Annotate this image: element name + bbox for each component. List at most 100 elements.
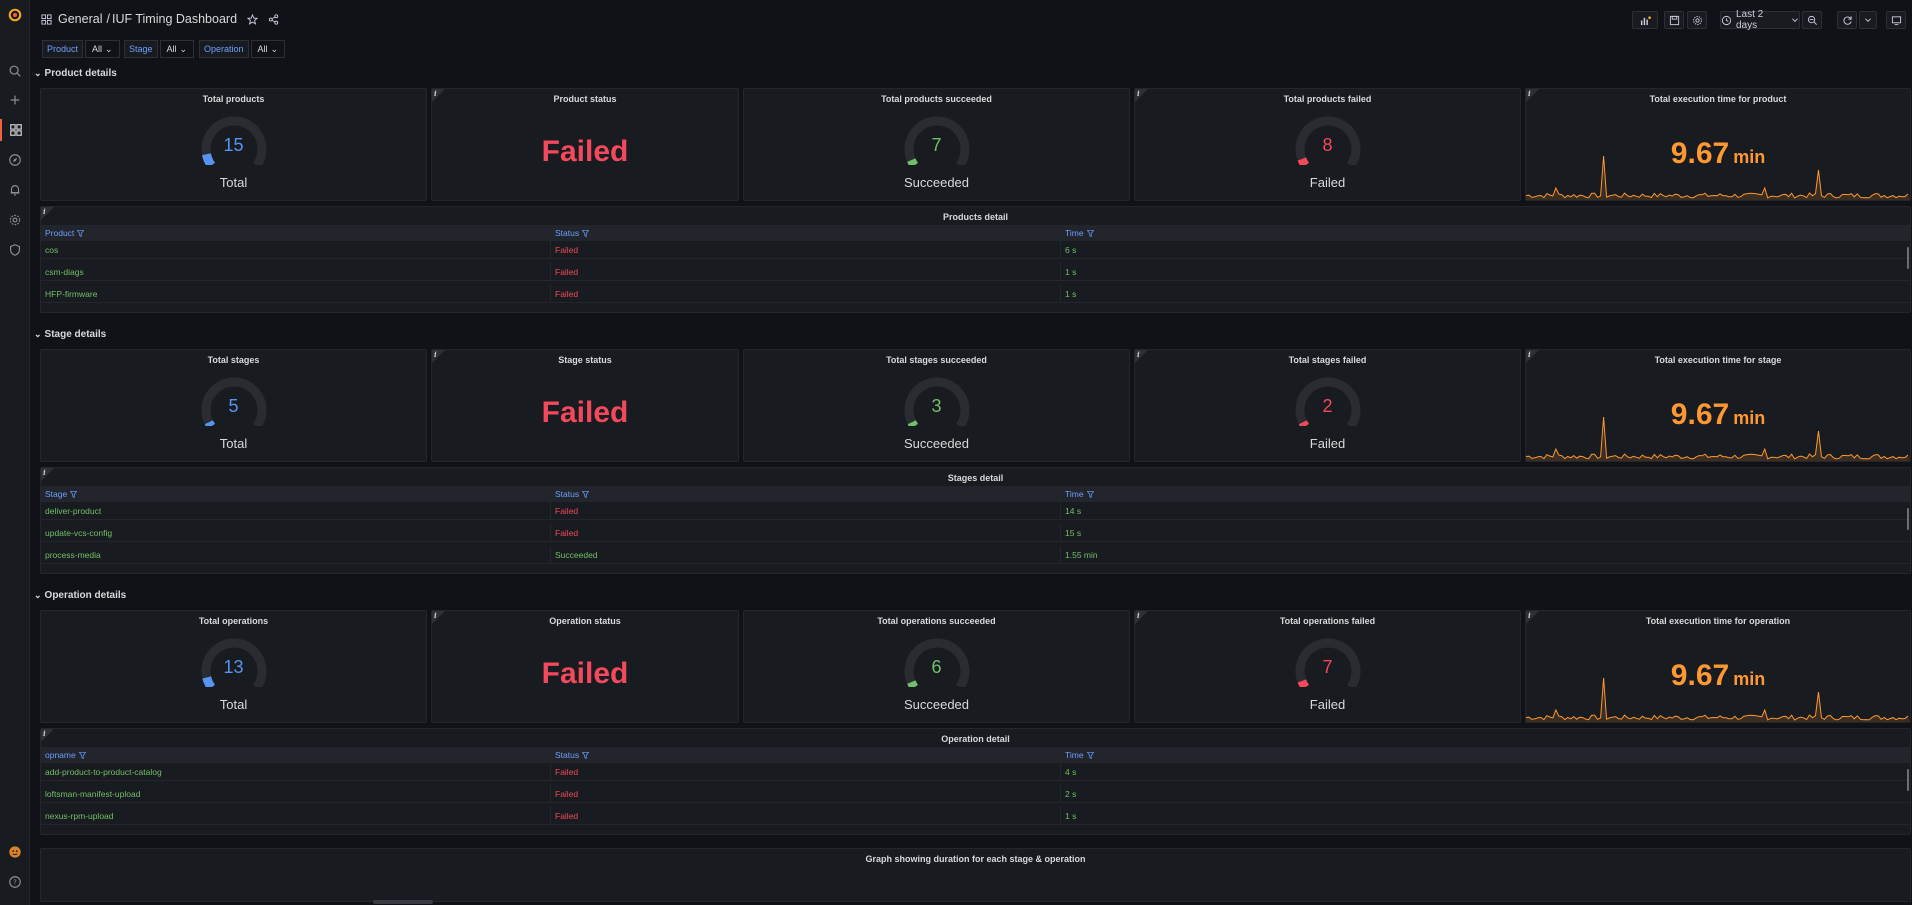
product-succeeded-panel[interactable]: Total products succeeded 7 Succeeded (743, 88, 1130, 201)
cycle-view-mode-button[interactable] (1886, 11, 1906, 29)
product-exec-panel[interactable]: i Total execution time for product 9.67 min (1525, 88, 1911, 201)
table-row[interactable]: HFP-firmware Failed 1 s (41, 285, 1910, 303)
panel-info-corner[interactable]: i (1526, 350, 1539, 363)
column-header[interactable]: Product (41, 225, 551, 241)
breadcrumb-folder[interactable]: General (58, 12, 103, 26)
variable-stage-select[interactable]: All ⌄ (159, 40, 195, 58)
column-header[interactable]: Status (551, 486, 1061, 502)
star-icon[interactable] (247, 13, 259, 25)
product-status-panel[interactable]: i Product status Failed (431, 88, 739, 201)
status-value: Failed (541, 135, 629, 168)
graph-panel[interactable]: Graph showing duration for each stage & … (40, 848, 1911, 902)
table-row[interactable]: csm-diags Failed 1 s (41, 263, 1910, 281)
table-scrollbar[interactable] (1907, 508, 1909, 530)
operation-detail-table-panel[interactable]: i Operation detail opname Status Time add-pro… (40, 728, 1911, 835)
stage-exec-panel[interactable]: i Total execution time for stage 9.67 min (1525, 349, 1911, 462)
column-header[interactable]: Status (551, 747, 1061, 763)
table-row[interactable]: process-media Succeeded 1.55 min (41, 546, 1910, 564)
filter-icon[interactable] (70, 490, 78, 498)
gauge-track (904, 377, 969, 426)
filter-icon[interactable] (1086, 751, 1094, 759)
table-row[interactable]: deliver-product Failed 14 s (41, 502, 1910, 520)
table-row[interactable]: nexus-rpm-upload Failed 1 s (41, 807, 1910, 825)
gauge: 13 (194, 635, 274, 687)
table-scrollbar[interactable] (1907, 247, 1909, 269)
table-scrollbar[interactable] (1907, 769, 1909, 791)
dashboard-settings-button[interactable] (1687, 11, 1707, 29)
dashboard-title[interactable]: IUF Timing Dashboard (111, 12, 238, 26)
filter-icon[interactable] (78, 751, 86, 759)
save-dashboard-button[interactable] (1664, 11, 1684, 29)
variable-operation-select[interactable]: All ⌄ (250, 40, 286, 58)
zoom-out-button[interactable] (1802, 11, 1822, 29)
horizontal-scrollbar[interactable] (373, 900, 433, 904)
panel-info-corner[interactable]: i (1135, 89, 1148, 102)
add-panel-button[interactable] (1632, 11, 1658, 29)
chevron-down-icon: ⌄ (34, 68, 42, 78)
time-range-picker[interactable]: Last 2 days (1720, 9, 1800, 31)
operation-exec-panel[interactable]: i Total execution time for operation 9.67 m… (1525, 610, 1911, 723)
stage-status-panel[interactable]: i Stage status Failed (431, 349, 739, 462)
shield-icon[interactable] (0, 239, 30, 261)
filter-icon[interactable] (582, 490, 590, 498)
filter-icon[interactable] (582, 229, 590, 237)
panel-info-corner[interactable]: i (1526, 611, 1539, 624)
filter-icon[interactable] (77, 229, 85, 237)
variable-product-select[interactable]: All ⌄ (85, 40, 120, 58)
column-header[interactable]: Status (551, 225, 1061, 241)
panel-info-corner[interactable]: i (1135, 350, 1148, 363)
time-cell: 2 s (1065, 788, 1077, 799)
row-header-stage[interactable]: ⌄ Stage details (34, 329, 106, 340)
search-icon (9, 65, 21, 77)
alerting-bell-icon[interactable] (0, 179, 30, 201)
variable-stage-value: All (166, 44, 177, 54)
filter-icon[interactable] (1086, 229, 1094, 237)
column-header-label: Time (1065, 489, 1084, 499)
plus-icon[interactable] (0, 89, 30, 111)
product-total-panel[interactable]: Total products 15 Total (40, 88, 427, 201)
operation-succeeded-panel[interactable]: Total operations succeeded 6 Succeeded (743, 610, 1130, 723)
product-detail-table-panel[interactable]: i Products detail Product Status Time cos Fail… (40, 206, 1911, 313)
user-avatar-icon[interactable] (0, 841, 30, 863)
panel-info-corner[interactable]: i (432, 350, 445, 363)
refresh-button[interactable] (1837, 11, 1857, 29)
operation-total-panel[interactable]: Total operations 13 Total (40, 610, 427, 723)
panel-info-corner[interactable]: i (432, 611, 445, 624)
panel-info-corner[interactable]: i (41, 468, 54, 481)
filter-icon[interactable] (582, 751, 590, 759)
column-header[interactable]: Stage (41, 486, 551, 502)
table-row[interactable]: cos Failed 6 s (41, 241, 1910, 259)
operation-failed-panel[interactable]: i Total operations failed 7 Failed (1134, 610, 1521, 723)
top-navbar: General / IUF Timing Dashboard Last 2 da… (31, 0, 1912, 40)
grafana-logo-icon[interactable] (0, 4, 30, 26)
panel-info-corner[interactable]: i (432, 89, 445, 102)
help-icon[interactable]: ? (0, 871, 30, 893)
panel-info-corner[interactable]: i (41, 729, 54, 742)
stage-failed-panel[interactable]: i Total stages failed 2 Failed (1134, 349, 1521, 462)
column-header[interactable]: Time (1061, 225, 1571, 241)
column-header[interactable]: Time (1061, 486, 1571, 502)
table-row[interactable]: update-vcs-config Failed 15 s (41, 524, 1910, 542)
table-row[interactable]: add-product-to-product-catalog Failed 4 s (41, 763, 1910, 781)
stat-number: 9.67 (1670, 137, 1730, 170)
search-icon[interactable] (0, 60, 30, 82)
panel-info-corner[interactable]: i (1526, 89, 1539, 102)
column-header[interactable]: opname (41, 747, 551, 763)
table-row[interactable]: loftsman-manifest-upload Failed 2 s (41, 785, 1910, 803)
dashboards-icon[interactable] (0, 119, 30, 141)
row-header-product[interactable]: ⌄ Product details (34, 68, 117, 79)
stage-total-panel[interactable]: Total stages 5 Total (40, 349, 427, 462)
share-icon[interactable] (268, 13, 279, 25)
explore-compass-icon[interactable] (0, 149, 30, 171)
filter-icon[interactable] (1086, 490, 1094, 498)
operation-status-panel[interactable]: i Operation status Failed (431, 610, 739, 723)
stage-detail-table-panel[interactable]: i Stages detail Stage Status Time deliver-pro… (40, 467, 1911, 574)
product-failed-panel[interactable]: i Total products failed 8 Failed (1134, 88, 1521, 201)
refresh-interval-button[interactable] (1859, 11, 1877, 29)
configuration-gear-icon[interactable] (0, 209, 30, 231)
column-header[interactable]: Time (1061, 747, 1571, 763)
panel-info-corner[interactable]: i (1135, 611, 1148, 624)
panel-info-corner[interactable]: i (41, 207, 54, 220)
row-header-operation[interactable]: ⌄ Operation details (34, 590, 126, 601)
stage-succeeded-panel[interactable]: Total stages succeeded 3 Succeeded (743, 349, 1130, 462)
